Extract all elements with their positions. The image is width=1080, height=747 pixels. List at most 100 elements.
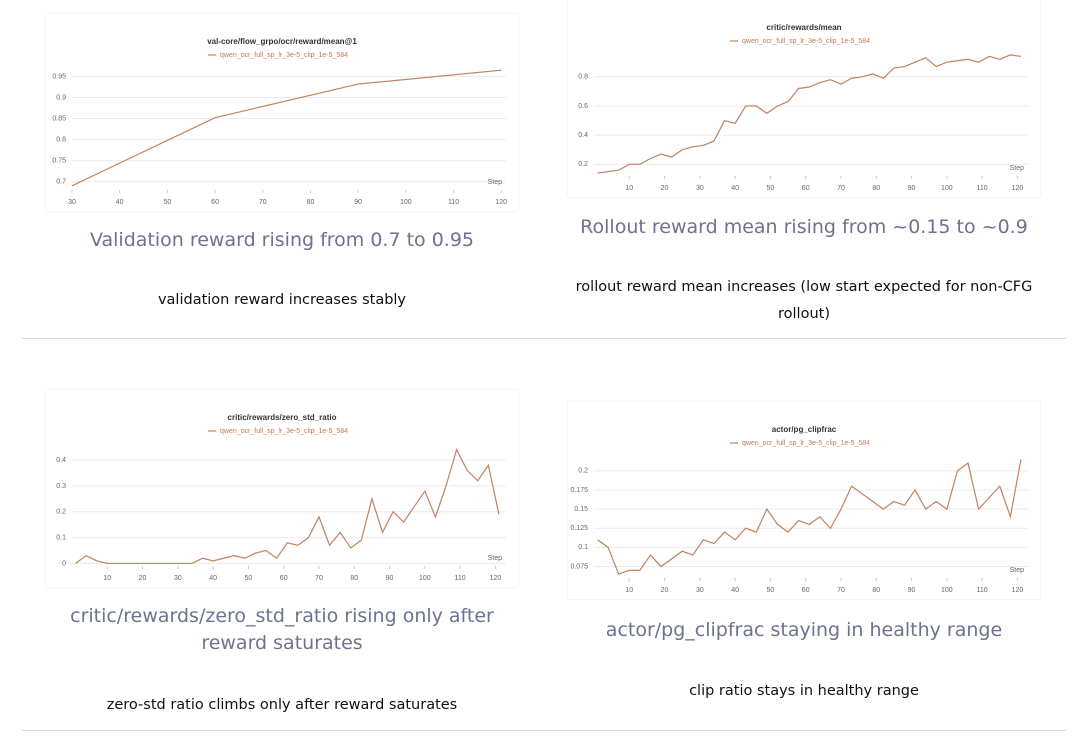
- x-axis-label: Step: [1010, 567, 1025, 574]
- chart: actor/pg_clipfrac qwen_ocr_full_sp_lr_3e-…: [570, 425, 1028, 594]
- x-tick-label: 10: [103, 575, 111, 582]
- y-tick-label: 0: [62, 560, 66, 567]
- x-tick-label: 70: [837, 587, 845, 594]
- x-tick-label: 80: [350, 575, 358, 582]
- series-line: [597, 459, 1022, 575]
- x-tick-label: 70: [259, 199, 267, 206]
- chart-title: critic/rewards/mean: [766, 23, 841, 32]
- x-axis-label: Step: [488, 555, 503, 562]
- legend-label: qwen_ocr_full_sp_lr_3e-5_clip_1e-5_584: [220, 52, 348, 59]
- x-tick-label: 30: [68, 199, 76, 206]
- legend-label: qwen_ocr_full_sp_lr_3e-5_clip_1e-5_584: [742, 38, 870, 45]
- x-tick-label: 70: [315, 575, 323, 582]
- chart: val-core/flow_grpo/ocr/reward/mean@1qwen…: [52, 37, 507, 206]
- caption: Validation reward rising from 0.7 to 0.9…: [89, 229, 475, 251]
- legend-label: qwen_ocr_full_sp_lr_3e-5_clip_1e-5_584: [742, 440, 870, 447]
- x-tick-label: 90: [908, 587, 916, 594]
- y-tick-label: 0.1: [578, 544, 588, 551]
- x-tick-label: 50: [767, 587, 775, 594]
- x-tick-label: 30: [174, 575, 182, 582]
- x-tick-label: 80: [872, 587, 880, 594]
- y-tick-label: 0.2: [56, 509, 66, 516]
- y-tick-label: 0.175: [570, 487, 588, 494]
- chart-panel: critic/rewards/mean qwen_ocr_full_sp_lr_3…: [568, 0, 1040, 197]
- x-tick-label: 90: [354, 199, 362, 206]
- series-line: [597, 54, 1022, 174]
- y-tick-label: 0.2: [578, 468, 588, 475]
- x-tick-label: 80: [872, 185, 880, 192]
- x-tick-label: 90: [386, 575, 394, 582]
- y-tick-label: 0.6: [578, 103, 588, 110]
- x-tick-label: 30: [696, 587, 704, 594]
- caption: critic/rewards/zero_std_ratio rising onl…: [70, 605, 494, 654]
- chart-panel: critic/rewards/zero_std_ratio qwen_ocr_fu…: [46, 390, 518, 587]
- chart-panel: actor/pg_clipfrac qwen_ocr_full_sp_lr_3e-…: [568, 402, 1040, 599]
- chart-title: val-core/flow_grpo/ocr/reward/mean@1: [207, 37, 357, 46]
- x-tick-label: 40: [731, 587, 739, 594]
- x-axis-label: Step: [1010, 165, 1025, 172]
- x-tick-label: 10: [625, 587, 633, 594]
- x-tick-label: 110: [977, 185, 988, 192]
- y-tick-label: 0.95: [52, 73, 66, 80]
- y-tick-label: 0.3: [56, 483, 66, 490]
- x-tick-label: 40: [209, 575, 217, 582]
- x-tick-label: 120: [1012, 185, 1024, 192]
- y-tick-label: 0.85: [52, 115, 66, 122]
- chart-title: critic/rewards/zero_std_ratio: [228, 413, 337, 422]
- x-tick-label: 10: [625, 185, 633, 192]
- x-tick-label: 50: [767, 185, 775, 192]
- x-tick-label: 120: [490, 575, 502, 582]
- divider: [22, 730, 1066, 731]
- x-tick-label: 110: [455, 575, 466, 582]
- x-tick-label: 60: [280, 575, 288, 582]
- y-tick-label: 0.075: [570, 563, 588, 570]
- y-tick-label: 0.8: [56, 136, 66, 143]
- chart: critic/rewards/mean qwen_ocr_full_sp_lr_3…: [578, 23, 1028, 192]
- y-tick-label: 0.2: [578, 161, 588, 168]
- y-tick-label: 0.4: [56, 457, 66, 464]
- x-tick-label: 60: [802, 587, 810, 594]
- divider: [22, 338, 1066, 339]
- x-tick-label: 120: [495, 199, 507, 206]
- x-tick-label: 40: [731, 185, 739, 192]
- caption: actor/pg_clipfrac staying in healthy ran…: [605, 619, 1003, 641]
- x-axis-label: Step: [488, 179, 503, 186]
- y-tick-label: 0.75: [52, 157, 66, 164]
- x-tick-label: 50: [245, 575, 253, 582]
- x-tick-label: 110: [977, 587, 988, 594]
- x-tick-label: 110: [448, 199, 459, 206]
- legend-label: qwen_ocr_full_sp_lr_3e-5_clip_1e-5_584: [220, 428, 348, 435]
- x-tick-label: 50: [163, 199, 171, 206]
- description: validation reward increases stably: [157, 292, 407, 308]
- description: rollout reward mean increases (low start…: [575, 279, 1033, 322]
- x-tick-label: 40: [116, 199, 124, 206]
- x-tick-label: 30: [696, 185, 704, 192]
- x-tick-label: 100: [941, 587, 953, 594]
- description: clip ratio stays in healthy range: [689, 683, 919, 699]
- x-tick-label: 100: [941, 185, 953, 192]
- x-tick-label: 60: [211, 199, 219, 206]
- x-tick-label: 70: [837, 185, 845, 192]
- x-tick-label: 120: [1012, 587, 1024, 594]
- caption: Rollout reward mean rising from ~0.15 to…: [580, 216, 1028, 238]
- x-tick-label: 90: [908, 185, 916, 192]
- chart: critic/rewards/zero_std_ratio qwen_ocr_fu…: [56, 413, 506, 582]
- x-tick-label: 100: [419, 575, 431, 582]
- y-tick-label: 0.9: [56, 94, 66, 101]
- y-tick-label: 0.1: [56, 534, 66, 541]
- x-tick-label: 20: [139, 575, 147, 582]
- series-line: [71, 69, 502, 187]
- x-tick-label: 20: [661, 587, 669, 594]
- x-tick-label: 20: [661, 185, 669, 192]
- y-tick-label: 0.125: [570, 525, 588, 532]
- x-tick-label: 60: [802, 185, 810, 192]
- y-tick-label: 0.15: [574, 506, 588, 513]
- series-line: [75, 448, 500, 565]
- x-tick-label: 100: [400, 199, 412, 206]
- y-tick-label: 0.8: [578, 74, 588, 81]
- y-tick-label: 0.4: [578, 132, 588, 139]
- description: zero-std ratio climbs only after reward …: [106, 697, 458, 713]
- y-tick-label: 0.7: [56, 178, 66, 185]
